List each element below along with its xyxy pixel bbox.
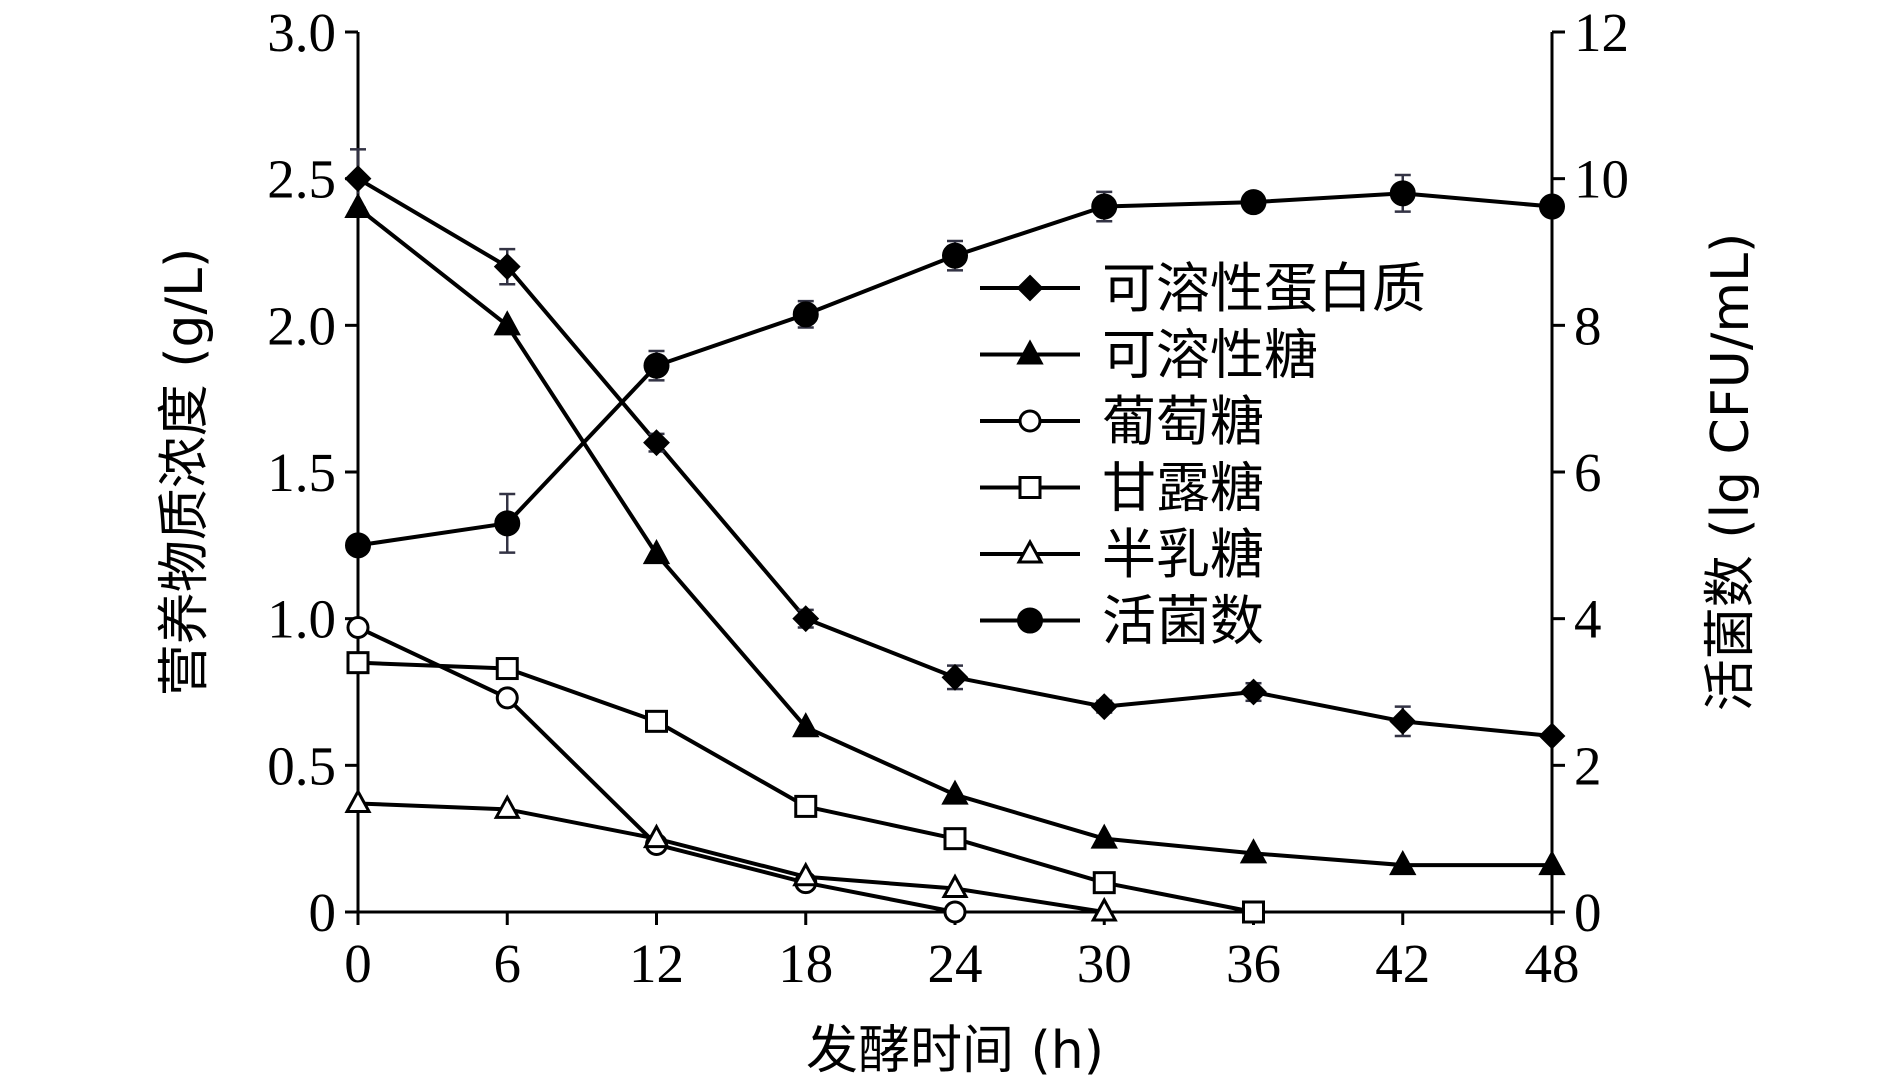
data-point bbox=[941, 873, 969, 899]
data-point bbox=[493, 794, 521, 819]
series-line bbox=[357, 625, 956, 914]
y-right-tick-label: 6 bbox=[1574, 442, 1602, 503]
data-point bbox=[1090, 823, 1118, 849]
legend-item: 可溶性糖 bbox=[980, 324, 1318, 387]
y-right-tick-label: 10 bbox=[1574, 149, 1629, 210]
legend-label: 甘露糖 bbox=[1102, 457, 1264, 520]
x-tick-label: 30 bbox=[1077, 933, 1132, 994]
data-point bbox=[346, 651, 370, 675]
x-tick-label: 48 bbox=[1525, 933, 1580, 994]
y-axis-left-title: 营养物质浓度 (g/L) bbox=[155, 248, 215, 697]
data-point bbox=[1389, 849, 1417, 876]
y-right-tick-label: 12 bbox=[1574, 2, 1629, 63]
y-left-tick-label: 0 bbox=[309, 882, 337, 943]
legend-label: 可溶性糖 bbox=[1102, 324, 1318, 387]
legend-item: 活菌数 bbox=[980, 590, 1264, 653]
legend-label: 活菌数 bbox=[1102, 590, 1264, 653]
data-point bbox=[495, 686, 519, 710]
data-point bbox=[792, 605, 820, 633]
legend-item: 甘露糖 bbox=[980, 457, 1264, 520]
data-point bbox=[1538, 722, 1566, 750]
data-point bbox=[344, 192, 372, 218]
data-point bbox=[1090, 896, 1118, 922]
data-point bbox=[345, 532, 371, 559]
x-tick-label: 42 bbox=[1375, 933, 1430, 994]
y-left-tick-label: 1.5 bbox=[267, 442, 336, 503]
y-axis-right-title: 活菌数 (lg CFU/mL) bbox=[1701, 233, 1761, 712]
x-tick-label: 0 bbox=[344, 933, 372, 994]
legend-item: 半乳糖 bbox=[980, 523, 1264, 586]
data-point bbox=[1239, 838, 1268, 864]
data-point bbox=[642, 823, 671, 849]
data-point bbox=[941, 779, 969, 805]
data-point bbox=[1092, 871, 1116, 895]
x-tick-label: 12 bbox=[629, 933, 684, 994]
y-left-tick-label: 1.0 bbox=[267, 589, 336, 650]
series-4 bbox=[344, 788, 1118, 922]
data-point bbox=[645, 709, 668, 733]
series-2 bbox=[346, 615, 967, 924]
series-5 bbox=[345, 173, 1565, 559]
data-point bbox=[1539, 193, 1565, 220]
data-point bbox=[494, 510, 521, 537]
data-point bbox=[792, 861, 820, 887]
legend-marker bbox=[1017, 607, 1043, 634]
legend-label: 半乳糖 bbox=[1102, 523, 1264, 586]
y-left-tick-label: 3.0 bbox=[267, 2, 336, 63]
data-point bbox=[493, 310, 521, 336]
y-left-tick-label: 0.5 bbox=[267, 735, 336, 796]
data-point bbox=[1240, 189, 1267, 216]
series-layer bbox=[344, 148, 1566, 924]
legend-marker bbox=[1018, 409, 1042, 433]
y-left-tick-label: 2.0 bbox=[267, 295, 336, 356]
x-axis-title: 发酵时间 (h) bbox=[806, 1021, 1104, 1081]
data-point bbox=[344, 788, 372, 813]
y-right-tick-label: 2 bbox=[1574, 735, 1602, 796]
data-point bbox=[792, 301, 819, 328]
y-right-tick-label: 0 bbox=[1574, 882, 1602, 943]
x-tick-label: 18 bbox=[778, 933, 833, 994]
legend-marker bbox=[1016, 538, 1044, 564]
series-line bbox=[357, 801, 1105, 914]
data-point bbox=[943, 827, 967, 851]
series-0 bbox=[344, 148, 1566, 750]
data-point bbox=[1389, 180, 1416, 207]
legend-item: 可溶性蛋白质 bbox=[980, 257, 1426, 320]
data-point bbox=[1240, 678, 1267, 706]
series-3 bbox=[346, 651, 1265, 924]
legend-label: 葡萄糖 bbox=[1102, 390, 1264, 453]
y-left-tick-label: 2.5 bbox=[267, 149, 336, 210]
data-point bbox=[943, 900, 967, 924]
legend-label: 可溶性蛋白质 bbox=[1102, 257, 1426, 320]
data-point bbox=[643, 352, 670, 379]
data-point bbox=[1538, 849, 1566, 876]
data-point bbox=[346, 615, 370, 639]
data-point bbox=[493, 253, 521, 281]
data-point bbox=[792, 712, 820, 738]
x-tick-label: 36 bbox=[1226, 933, 1281, 994]
data-point bbox=[1091, 193, 1118, 220]
y-right-tick-label: 4 bbox=[1574, 589, 1602, 650]
data-point bbox=[1242, 900, 1265, 924]
data-point bbox=[643, 429, 670, 457]
data-point bbox=[1090, 693, 1118, 721]
x-tick-label: 24 bbox=[928, 933, 983, 994]
data-point bbox=[941, 663, 969, 691]
data-point bbox=[495, 657, 519, 681]
legend-item: 葡萄糖 bbox=[980, 390, 1264, 453]
y-right-tick-label: 8 bbox=[1574, 295, 1602, 356]
legend-marker bbox=[1016, 339, 1044, 365]
axes-layer: 0 6 12 18 24 30 36 42 4800.51.01.52.02.53.002468… bbox=[267, 2, 1629, 994]
legend-marker bbox=[1018, 476, 1042, 499]
data-point bbox=[344, 165, 372, 193]
data-point bbox=[1389, 707, 1417, 735]
x-tick-label: 6 bbox=[494, 933, 522, 994]
legend-marker bbox=[1016, 274, 1044, 302]
series-1 bbox=[344, 192, 1566, 876]
data-point bbox=[794, 794, 818, 818]
data-point bbox=[942, 242, 968, 269]
data-point bbox=[642, 539, 671, 565]
